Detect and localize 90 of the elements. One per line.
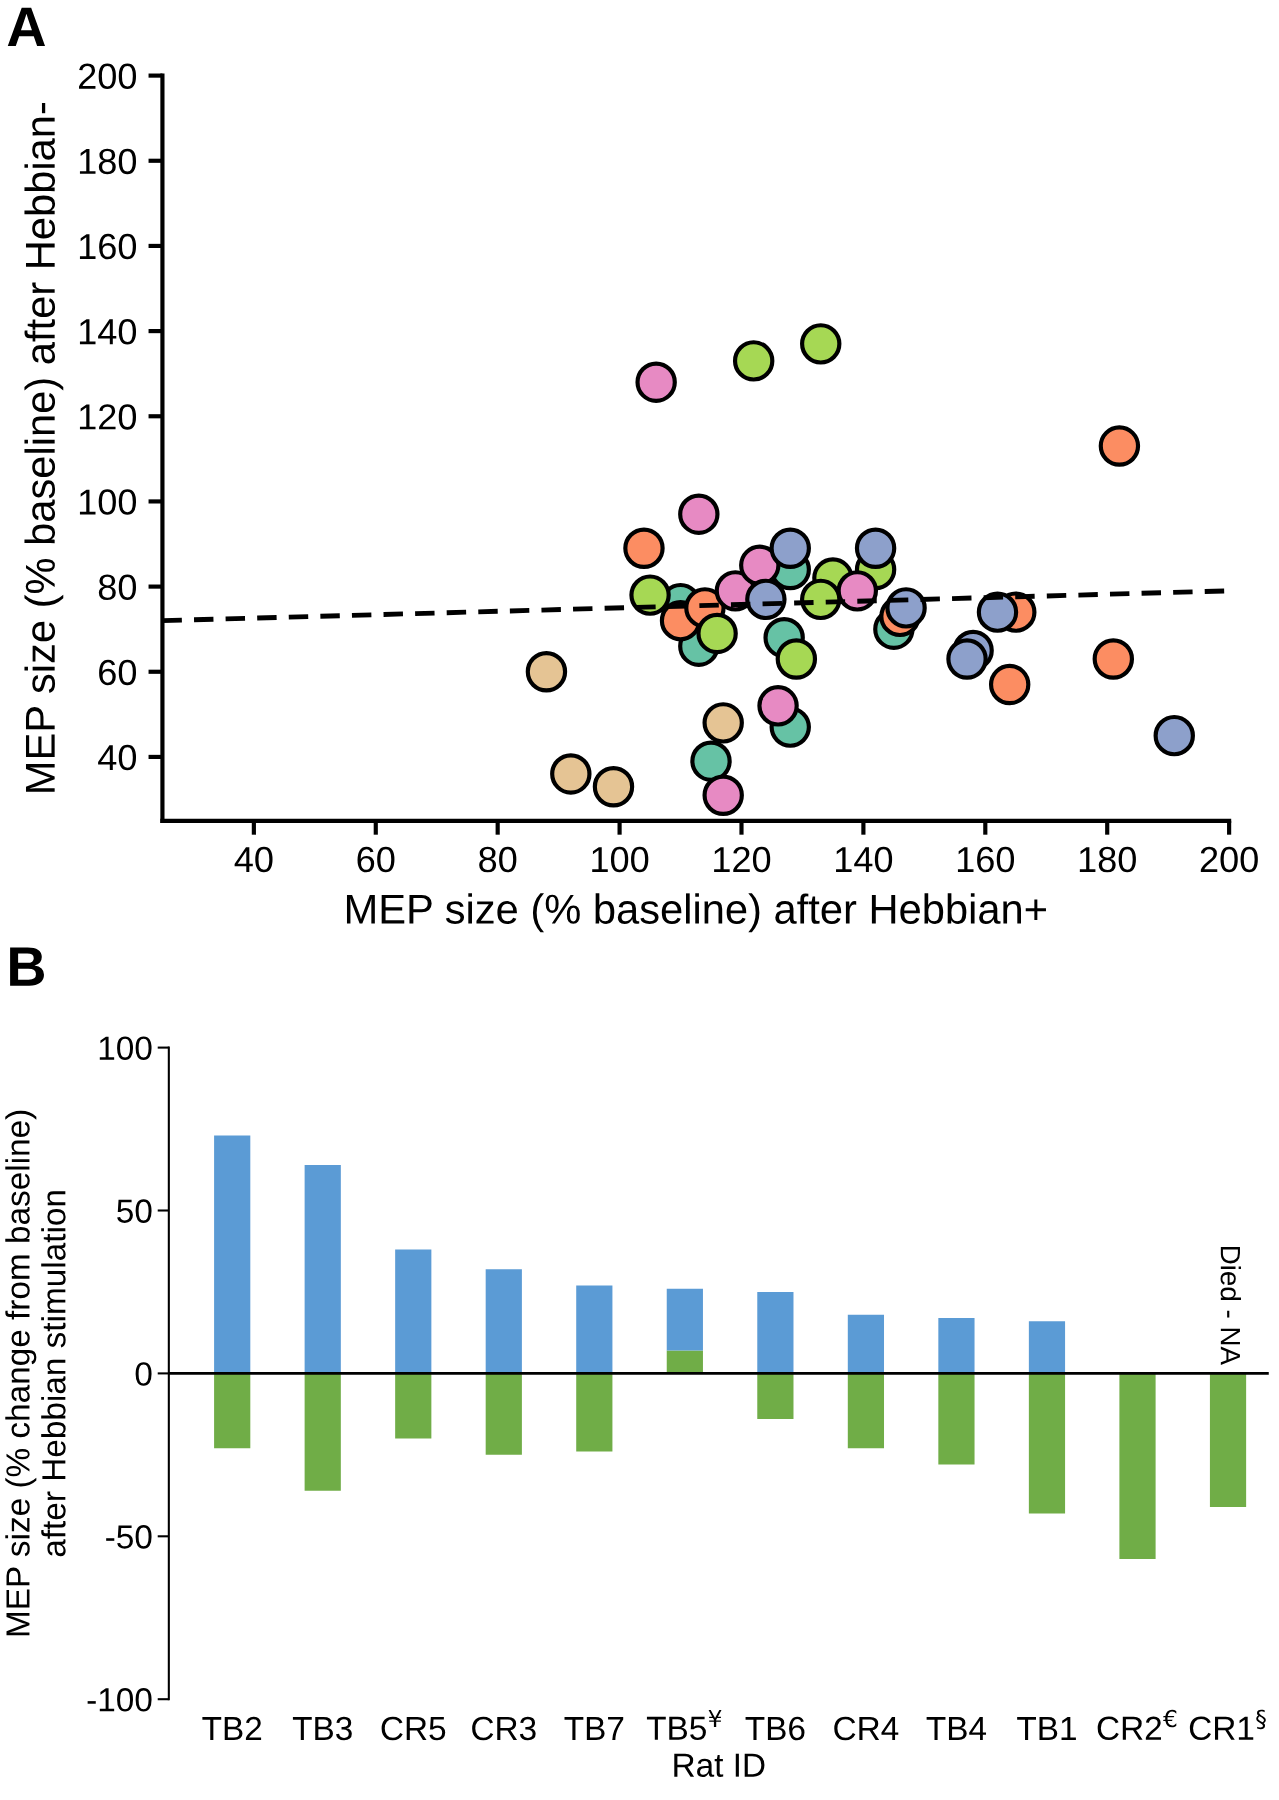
bar [1028, 1373, 1066, 1514]
x-tick-label: TB2 [202, 1716, 262, 1741]
x-tick-label: TB6 [745, 1716, 805, 1741]
point [988, 663, 1031, 706]
bar [666, 1288, 703, 1351]
bar [938, 1373, 975, 1465]
y-tick-label: 120 [79, 404, 137, 430]
y-tick-label: -100 [87, 1688, 152, 1712]
y-tick-label: 80 [98, 574, 137, 601]
x-tick-label: CR5 [381, 1716, 446, 1741]
x-tick-label: 40 [234, 846, 273, 873]
bar [395, 1249, 432, 1374]
point [623, 527, 665, 569]
x-tick-label: TB7 [564, 1717, 624, 1741]
bar [304, 1164, 341, 1374]
bar [214, 1373, 251, 1449]
point [885, 587, 927, 629]
annotation: Died - NA [1220, 1246, 1241, 1366]
bar [847, 1314, 885, 1374]
bar [1028, 1321, 1066, 1374]
x-tick-label: TB3 [292, 1716, 352, 1741]
bar [1119, 1373, 1156, 1560]
bar [1209, 1373, 1247, 1507]
y-tick-label: 50 [117, 1199, 152, 1223]
point [690, 740, 732, 782]
point [732, 340, 775, 382]
x-tick-label: 160 [957, 846, 1015, 873]
bar [485, 1373, 522, 1455]
x-axis-title: Rat ID [674, 1753, 765, 1777]
bar [938, 1318, 975, 1374]
point [800, 323, 842, 365]
x-tick-label: 80 [479, 846, 517, 873]
y-tick-label: 160 [79, 233, 137, 260]
y-tick-label: 0 [135, 1362, 152, 1386]
x-tick-label: 200 [1200, 846, 1258, 873]
x-tick-label: CR2$^{€}$ [1097, 1709, 1177, 1741]
x-tick-label: CR1$^{§}$ [1189, 1709, 1266, 1741]
x-tick-label: 180 [1079, 846, 1136, 873]
point [629, 574, 671, 616]
x-tick-label: TB5$^{¥}$ [646, 1710, 722, 1741]
bar [485, 1269, 522, 1374]
point [678, 493, 720, 535]
bar [666, 1350, 703, 1374]
x-tick-label: 140 [836, 846, 893, 873]
y-tick-label: 140 [79, 318, 137, 345]
point [696, 612, 738, 655]
point [757, 685, 799, 727]
x-tick-label: TB4 [926, 1717, 987, 1741]
point [635, 361, 677, 403]
y-tick-label: 200 [79, 63, 137, 90]
point [1153, 714, 1195, 757]
x-tick-label: 60 [357, 846, 395, 873]
point [550, 753, 592, 795]
x-tick-label: 100 [592, 846, 649, 873]
x-axis-title: MEP size (% baseline) after Hebbian+ [346, 893, 1046, 933]
y-tick-label: 180 [79, 148, 137, 175]
point [592, 766, 635, 808]
y-tick-label: -50 [106, 1525, 152, 1549]
point [525, 651, 568, 693]
bar [395, 1373, 432, 1439]
point [702, 702, 744, 744]
bar [757, 1373, 794, 1420]
point [836, 570, 879, 612]
chart-title: A [7, 7, 46, 47]
x-tick-label: CR3 [472, 1716, 536, 1741]
point [1098, 425, 1141, 467]
bar [576, 1373, 613, 1452]
bar [576, 1285, 613, 1374]
point [769, 527, 811, 569]
y-tick-label: 40 [98, 744, 137, 771]
bar [304, 1373, 341, 1491]
bar [214, 1135, 251, 1374]
point [775, 638, 818, 680]
point [745, 578, 787, 621]
x-tick-label: CR4 [834, 1716, 899, 1741]
y-tick-label: 100 [79, 489, 137, 515]
bar [757, 1291, 794, 1374]
y-axis-title: MEP size (% baseline) after Hebbian- [24, 103, 64, 792]
point [854, 527, 897, 569]
y-tick-label: 100 [99, 1036, 152, 1061]
bar [847, 1373, 885, 1449]
y-tick-label: 60 [99, 659, 137, 686]
point [946, 638, 988, 680]
x-tick-label: 120 [714, 846, 771, 873]
x-tick-label: TB1 [1017, 1717, 1076, 1741]
chart-title: B [10, 947, 44, 986]
point [976, 591, 1019, 633]
point [702, 774, 744, 816]
y-axis-title: MEP size (% change from baseline) after Hebbian stimulation [5, 1110, 66, 1636]
point [1092, 638, 1135, 680]
